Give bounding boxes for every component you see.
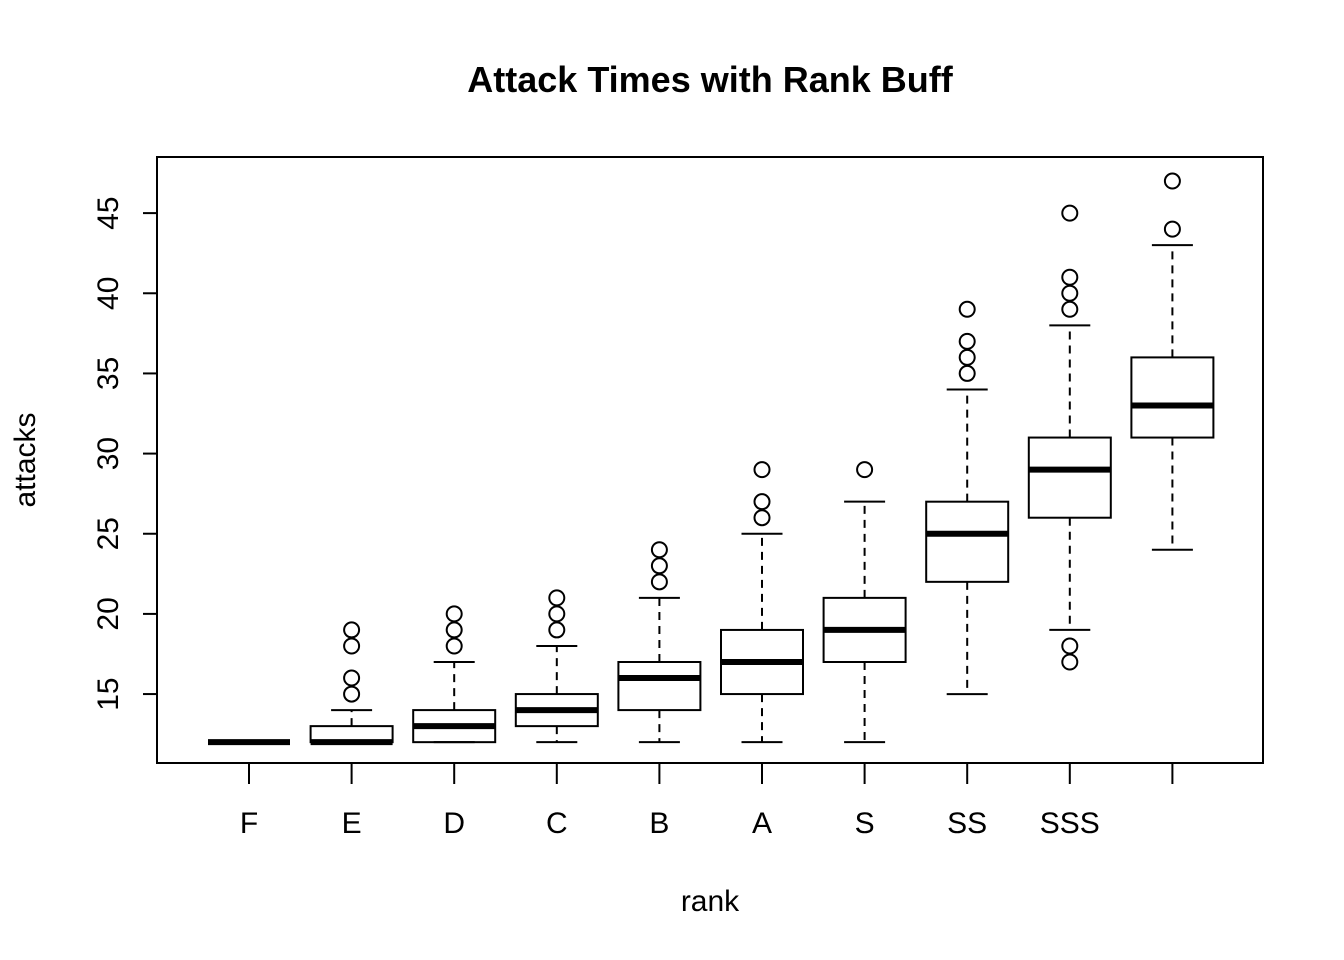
x-tick-label: A <box>752 807 772 840</box>
x-tick-label: F <box>240 807 258 840</box>
box-group <box>822 461 907 744</box>
x-axis-label: rank <box>681 885 740 918</box>
box-group <box>1130 172 1215 551</box>
outlier-point <box>650 541 668 559</box>
x-axis: F E D C B A S SS SSS <box>240 763 1174 840</box>
x-tick-label: S <box>855 807 875 840</box>
box-group <box>720 461 804 744</box>
outlier-point <box>445 637 463 655</box>
outlier-point <box>445 605 463 623</box>
outlier-point <box>958 348 976 366</box>
outlier-point <box>650 573 668 591</box>
y-axis: 15 20 25 30 35 40 45 <box>92 196 157 711</box>
outlier-point <box>753 509 771 527</box>
outlier-point <box>548 589 566 607</box>
box <box>925 500 1010 583</box>
chart-title: Attack Times with Rank Buff <box>467 59 953 100</box>
outlier-point <box>856 461 874 479</box>
outlier-point <box>1163 220 1181 238</box>
outlier-point <box>343 621 361 639</box>
y-tick-label: 25 <box>92 517 125 550</box>
outlier-point <box>343 685 361 703</box>
outlier-point <box>1061 204 1079 222</box>
outlier-point <box>1061 284 1079 302</box>
outlier-point <box>1061 268 1079 286</box>
outlier-point <box>343 637 361 655</box>
x-tick-label: SS <box>947 807 987 840</box>
x-tick-label: SSS <box>1040 807 1100 840</box>
plot-frame <box>156 156 1264 764</box>
box <box>617 661 702 712</box>
y-tick-label: 20 <box>92 597 125 630</box>
outlier-point <box>958 332 976 350</box>
y-tick-label: 30 <box>92 437 125 470</box>
outlier-point <box>1061 653 1079 671</box>
y-tick-label: 40 <box>92 277 125 310</box>
box-group <box>412 605 497 744</box>
outlier-point <box>753 493 771 511</box>
outlier-point <box>753 461 771 479</box>
outlier-point <box>548 605 566 623</box>
outlier-point <box>445 621 463 639</box>
y-tick-label: 45 <box>92 196 125 229</box>
outlier-point <box>958 300 976 318</box>
x-tick-label: E <box>342 807 362 840</box>
outlier-point <box>1061 637 1079 655</box>
box-group <box>309 621 394 746</box>
x-tick-label: C <box>546 807 568 840</box>
outlier-point <box>548 621 566 639</box>
y-axis-label: attacks <box>9 412 42 507</box>
x-tick-label: D <box>443 807 465 840</box>
y-tick-label: 15 <box>92 677 125 710</box>
box-group <box>1027 204 1112 671</box>
box-group <box>925 300 1010 696</box>
outlier-point <box>650 557 668 575</box>
outlier-point <box>958 364 976 382</box>
box-group <box>514 589 599 744</box>
box <box>1027 436 1112 519</box>
outlier-point <box>343 669 361 687</box>
boxes-layer <box>208 172 1215 746</box>
box-group <box>617 541 702 744</box>
x-tick-label: B <box>649 807 669 840</box>
outlier-point <box>1061 300 1079 318</box>
outlier-point <box>1163 172 1181 190</box>
y-tick-label: 35 <box>92 357 125 390</box>
box <box>1130 356 1215 439</box>
